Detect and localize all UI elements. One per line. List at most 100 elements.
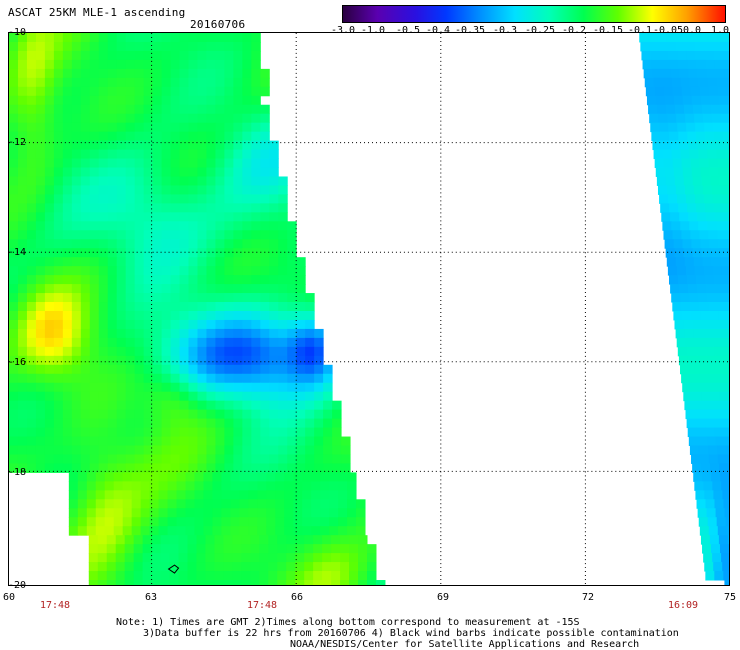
swath-cell xyxy=(700,454,710,464)
swath-cell xyxy=(356,517,366,527)
swath-cell xyxy=(152,364,163,375)
swath-cell xyxy=(677,275,688,285)
swath-cell xyxy=(206,337,216,348)
swath-cell xyxy=(242,427,252,438)
swath-cell xyxy=(80,122,91,133)
swath-cell xyxy=(338,499,348,509)
swath-cell xyxy=(206,382,216,393)
swath-cell xyxy=(722,562,729,572)
swath-cell xyxy=(697,140,707,151)
swath-cell xyxy=(215,95,225,106)
swath-cell xyxy=(188,355,198,366)
swath-cell xyxy=(107,221,118,231)
swath-cell xyxy=(116,203,127,213)
swath-cell xyxy=(278,239,288,249)
swath-cell xyxy=(329,499,339,509)
swath-cell xyxy=(35,41,46,52)
swath-cell xyxy=(89,427,100,438)
swath-cell xyxy=(215,284,225,294)
swath-cell xyxy=(197,346,207,357)
swath-cell xyxy=(685,113,695,124)
swath-cell xyxy=(62,436,73,447)
swath-cell xyxy=(62,382,73,393)
swath-cell xyxy=(125,454,136,464)
swath-cell xyxy=(62,221,73,231)
swath-cell xyxy=(106,553,117,563)
swath-cell xyxy=(62,149,73,160)
swath-cell xyxy=(251,409,261,420)
swath-cell xyxy=(188,257,198,267)
swath-cell xyxy=(187,580,197,585)
swath-cell xyxy=(696,355,707,366)
swath-cell xyxy=(134,185,145,195)
swath-cell xyxy=(116,248,127,258)
swath-cell xyxy=(113,499,124,509)
swath-cell xyxy=(97,535,108,545)
swath-cell xyxy=(71,328,82,339)
swath-cell xyxy=(9,239,19,249)
swath-cell xyxy=(340,571,350,581)
swath-cell xyxy=(134,221,145,231)
swath-cell xyxy=(709,167,720,177)
swath-cell xyxy=(287,445,297,455)
swath-cell xyxy=(170,140,181,151)
swath-cell xyxy=(688,364,699,375)
swath-cell xyxy=(233,149,243,160)
swath-cell xyxy=(206,158,216,169)
swath-cell xyxy=(161,203,172,213)
swath-cell xyxy=(134,445,145,455)
swath-cell xyxy=(269,310,279,321)
swath-cell xyxy=(725,149,729,160)
swath-cell xyxy=(214,580,224,585)
swath-cell xyxy=(684,400,694,411)
swath-cell xyxy=(179,176,189,186)
map-plot xyxy=(8,32,730,586)
swath-cell xyxy=(80,302,91,312)
swath-cell xyxy=(89,158,100,169)
swath-cell xyxy=(206,113,216,124)
swath-cell xyxy=(53,239,64,249)
swath-cell xyxy=(143,50,154,61)
swath-cell xyxy=(152,400,163,411)
swath-cell xyxy=(134,346,145,357)
swath-cell xyxy=(125,212,136,222)
swath-cell xyxy=(125,158,136,169)
swath-cell xyxy=(305,337,315,348)
swath-cell xyxy=(158,499,169,509)
swath-cell xyxy=(197,33,207,43)
swath-cell xyxy=(233,158,243,169)
swath-cell xyxy=(716,517,727,527)
swath-cell xyxy=(356,508,366,518)
lat-lon-grid xyxy=(9,33,729,585)
swath-cell xyxy=(116,149,127,160)
swath-cell xyxy=(269,158,279,169)
swath-cell xyxy=(710,104,721,115)
swath-cell xyxy=(215,122,225,133)
swath-cell xyxy=(116,418,127,429)
swath-cell xyxy=(722,275,729,285)
swath-cell xyxy=(9,373,19,384)
swath-cell xyxy=(125,33,136,43)
swath-cell xyxy=(151,562,162,572)
swath-cell xyxy=(701,463,711,473)
swath-cell xyxy=(215,185,225,195)
swath-cell xyxy=(89,68,100,79)
swath-cell xyxy=(188,382,198,393)
swath-cell xyxy=(323,427,333,438)
swath-cell xyxy=(239,490,249,500)
swath-cell xyxy=(717,86,728,97)
swath-cell xyxy=(674,319,684,330)
swath-cell xyxy=(44,266,55,276)
swath-cell xyxy=(224,373,234,384)
swath-cell xyxy=(232,562,242,572)
swath-cell xyxy=(161,328,172,339)
swath-cell xyxy=(242,248,252,258)
swath-cell xyxy=(9,328,19,339)
lon-label: 60 xyxy=(2,592,16,603)
swath-cell xyxy=(251,77,261,88)
colorbar-label: -3.0 xyxy=(330,25,356,36)
swath-cell xyxy=(161,104,172,115)
swath-cell xyxy=(188,400,198,411)
swath-cell xyxy=(197,158,207,169)
swath-cell xyxy=(697,68,707,79)
